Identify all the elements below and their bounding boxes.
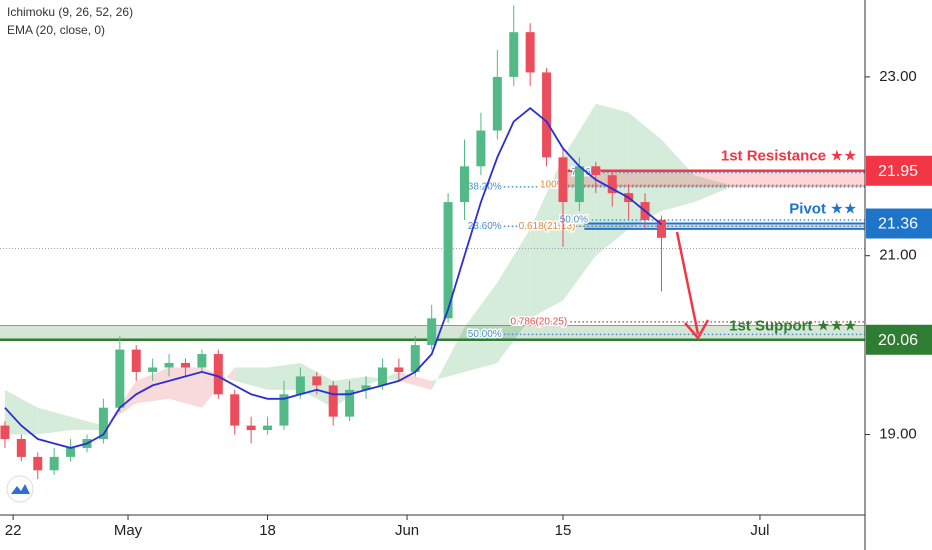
cloud-segment — [234, 367, 268, 390]
cloud-segment — [530, 157, 563, 319]
candle-body — [115, 349, 125, 408]
candle-body — [574, 166, 584, 203]
fib-label: 0.786(20.25) — [510, 317, 567, 328]
candle-body — [263, 425, 273, 431]
candle-body — [591, 166, 601, 176]
candle-body — [148, 367, 158, 372]
y-tick-label: 21.00 — [879, 247, 917, 264]
y-tick-label: 23.00 — [879, 68, 917, 85]
overlay: 19.00 21.00 23.00 22 May 18 Jun 15 Jul 1st Resist… — [4, 68, 932, 539]
candle-body — [607, 175, 617, 194]
level-zone — [567, 170, 865, 186]
candle-body — [525, 32, 535, 73]
fib-label: 38.20% — [468, 182, 502, 193]
candle-body — [246, 425, 256, 431]
candle-body — [476, 130, 486, 167]
candle-body — [542, 72, 552, 158]
candle-body — [0, 425, 10, 440]
level-label: 1st Support ★★★ — [729, 318, 857, 335]
x-tick-label: May — [114, 522, 143, 539]
cloud-segment — [661, 139, 695, 212]
fib-label: 50.00% — [468, 329, 502, 340]
candle-body — [443, 202, 453, 319]
candle-body — [164, 363, 174, 368]
candle-body — [394, 367, 404, 372]
x-tick-label: Jun — [395, 522, 419, 539]
ichimoku-cloud — [4, 103, 728, 435]
x-tick-label: Jul — [750, 522, 769, 539]
indicator-label: EMA (20, close, 0) — [7, 23, 105, 37]
candle-body — [410, 345, 420, 372]
candle-body — [230, 394, 240, 426]
cloud-segment — [267, 363, 301, 390]
cloud-segment — [4, 389, 38, 435]
candle-body — [345, 389, 355, 417]
fib-label: 50.0% — [560, 215, 588, 226]
cloud-segment — [694, 175, 728, 203]
fib-label: 23.60% — [468, 221, 502, 232]
candle-body — [295, 376, 305, 395]
forecast-arrow — [675, 231, 710, 341]
candle-body — [197, 354, 207, 368]
candle-body — [131, 349, 141, 372]
candle-body — [460, 166, 470, 203]
x-tick-label: 18 — [259, 522, 276, 539]
candles — [0, 5, 666, 480]
x-tick-label: 22 — [5, 522, 22, 539]
ema-line — [4, 107, 663, 449]
price-badge-label: 21.36 — [878, 216, 918, 233]
cloud-segment — [70, 416, 104, 431]
fib-label: 0.618(21.13) — [519, 221, 576, 232]
candle-body — [492, 76, 502, 131]
candle-body — [312, 376, 322, 386]
indicator-label: Ichimoku (9, 26, 52, 26) — [7, 5, 133, 19]
candle-body — [16, 439, 26, 457]
candle-body — [328, 385, 338, 417]
cloud-segment — [431, 327, 465, 390]
level-label: Pivot ★★ — [789, 200, 857, 217]
cloud-segment — [169, 367, 202, 408]
x-tick-label: 15 — [555, 522, 572, 539]
price-badge-label: 20.06 — [878, 332, 918, 349]
price-badge — [866, 155, 932, 186]
price-badge — [866, 324, 932, 355]
cloud-segment — [37, 407, 71, 435]
y-tick-label: 19.00 — [879, 426, 917, 443]
level-label: 1st Resistance ★★ — [721, 148, 857, 165]
candle-body — [33, 456, 43, 471]
candle-body — [427, 318, 437, 346]
price-badge-label: 21.95 — [878, 163, 918, 180]
candle-body — [509, 32, 519, 77]
cloud-segment — [497, 228, 531, 364]
candle-body — [361, 385, 371, 390]
cloud-segment — [103, 380, 137, 431]
price-badge — [866, 208, 932, 239]
candle-body — [213, 354, 223, 395]
logo — [6, 475, 34, 503]
candle-body — [377, 367, 387, 386]
candle-body — [66, 447, 76, 457]
candle-body — [180, 363, 190, 368]
candle-body — [279, 394, 289, 426]
candle-body — [558, 157, 568, 203]
fibonacci: 38.20% 23.60% 50.00% 0.786(20.25) 0.618(21.1… — [466, 166, 865, 342]
candle-body — [98, 407, 108, 440]
candle-body — [49, 456, 59, 471]
cloud-segment — [464, 282, 498, 372]
candle-body — [656, 219, 666, 238]
